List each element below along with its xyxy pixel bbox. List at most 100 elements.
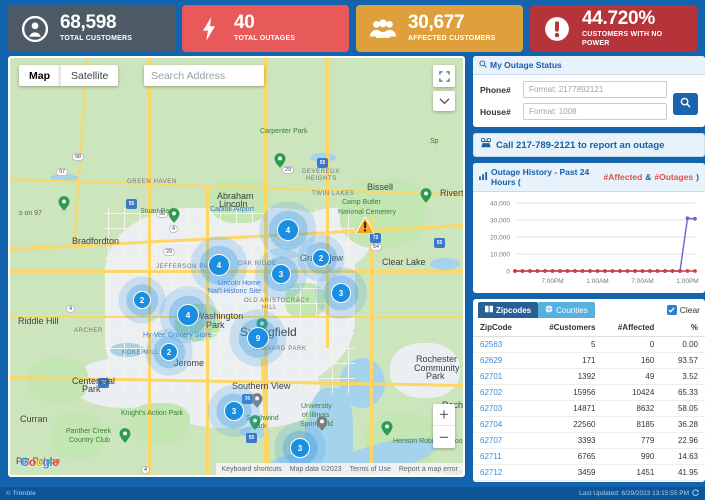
zipcode-table-panel: Zipcodes Counties Clear bbox=[473, 299, 705, 482]
clear-checkbox-wrap[interactable]: Clear bbox=[666, 305, 700, 315]
map-label: HEIGHTS bbox=[306, 176, 337, 182]
zipcode-link[interactable]: 62791 bbox=[473, 480, 532, 482]
map-label: Camp Butler bbox=[342, 199, 381, 206]
table-row[interactable]: 62707 3393 779 22.96 bbox=[473, 432, 705, 449]
house-field-row: House# Format: 1008 bbox=[480, 103, 667, 120]
table-column-header[interactable]: #Customers bbox=[531, 320, 603, 337]
table-cell: 8185 bbox=[602, 416, 662, 433]
outage-cluster-marker[interactable]: 2 bbox=[145, 328, 193, 376]
my-outage-status-panel: My Outage Status Phone# Format: 21778921… bbox=[473, 56, 705, 127]
table-row[interactable]: 62712 3459 1451 41.95 bbox=[473, 464, 705, 481]
last-updated-wrap: Last Updated: 6/29/2023 13:15:55 PM bbox=[579, 489, 699, 498]
kpi-total-outages[interactable]: 40 TOTAL OUTAGES bbox=[182, 5, 349, 52]
table-cell: 15956 bbox=[531, 384, 603, 401]
tab-zipcodes[interactable]: Zipcodes bbox=[478, 302, 539, 318]
table-row[interactable]: 62701 1392 49 3.52 bbox=[473, 368, 705, 385]
outage-cluster-marker[interactable]: 3 bbox=[315, 267, 367, 319]
zipcode-link[interactable]: 62712 bbox=[473, 464, 532, 481]
report-map-error-link[interactable]: Report a map error bbox=[398, 465, 458, 473]
table-row[interactable]: 62629 171 160 93.57 bbox=[473, 352, 705, 369]
table-column-header[interactable]: % bbox=[661, 320, 705, 337]
route-shield: 4 bbox=[141, 466, 151, 474]
map-zoom-controls[interactable]: + − bbox=[433, 404, 455, 448]
map-label: Henson Robinson Zoo bbox=[393, 438, 463, 445]
route-shield: 97 bbox=[56, 168, 69, 176]
outage-status-search-button[interactable] bbox=[673, 93, 698, 115]
fullscreen-icon[interactable] bbox=[433, 65, 455, 87]
outage-cluster-marker[interactable]: 9 bbox=[229, 309, 287, 367]
people-icon bbox=[366, 18, 400, 40]
tab-counties[interactable]: Counties bbox=[538, 302, 595, 318]
map-label: Park bbox=[426, 371, 445, 381]
terms-of-use-link[interactable]: Terms of Use bbox=[349, 465, 391, 473]
zipcode-link[interactable]: 62563 bbox=[473, 336, 532, 353]
outage-map[interactable]: 98979844292954445555725572365555Carpente… bbox=[8, 56, 465, 477]
kpi-affected-customers[interactable]: 30,677 AFFECTED CUSTOMERS bbox=[356, 5, 523, 52]
zipcode-link[interactable]: 62702 bbox=[473, 384, 532, 401]
outage-cluster-marker[interactable]: 3 bbox=[274, 422, 326, 474]
zipcode-link[interactable]: 62629 bbox=[473, 352, 532, 369]
outage-status-form: Phone# Format: 2177892121 House# Format:… bbox=[473, 75, 705, 127]
table-row[interactable]: 62711 6765 990 14.63 bbox=[473, 448, 705, 465]
outage-cluster-marker[interactable]: 4 bbox=[190, 236, 248, 294]
table-cell: 160 bbox=[602, 352, 662, 369]
table-cell: 22.96 bbox=[661, 432, 705, 449]
kpi-total-customers[interactable]: 68,598 TOTAL CUSTOMERS bbox=[8, 5, 175, 52]
kpi-customers-no-power[interactable]: 44.720% CUSTOMERS WITH NO POWER bbox=[530, 5, 697, 52]
table-cell: 990 bbox=[602, 448, 662, 465]
zipcode-link[interactable]: 62703 bbox=[473, 400, 532, 417]
map-type-map[interactable]: Map bbox=[19, 65, 60, 86]
table-row[interactable]: 62704 22560 8185 36.28 bbox=[473, 416, 705, 433]
map-label: Southern View bbox=[232, 381, 291, 391]
table-column-header[interactable]: ZipCode bbox=[473, 320, 532, 337]
kpi-label: CUSTOMERS WITH NO POWER bbox=[582, 30, 663, 47]
clear-label: Clear bbox=[679, 305, 700, 315]
map-search-input[interactable]: Search Address bbox=[144, 65, 264, 86]
house-label: House# bbox=[480, 106, 511, 117]
route-shield: 4 bbox=[66, 305, 76, 313]
keyboard-shortcuts-link[interactable]: Keyboard shortcuts bbox=[221, 465, 282, 473]
map-canvas[interactable]: 98979844292954445555725572365555Carpente… bbox=[10, 58, 463, 475]
outage-cluster-marker[interactable]: 4 bbox=[259, 201, 317, 259]
table-row[interactable]: 62702 15956 10424 65.33 bbox=[473, 384, 705, 401]
map-label: Carpenter Park bbox=[260, 128, 308, 135]
svg-text:1:00AM: 1:00AM bbox=[586, 278, 608, 285]
table-cell: 1 bbox=[531, 480, 603, 482]
table-cell: 22560 bbox=[531, 416, 603, 433]
outage-cluster-marker[interactable]: 4 bbox=[159, 286, 217, 344]
zoom-out-button[interactable]: − bbox=[439, 427, 449, 447]
outage-cluster-marker[interactable]: 2 bbox=[118, 276, 166, 324]
map-pin bbox=[119, 428, 131, 448]
interstate-shield: 55 bbox=[246, 433, 257, 443]
map-type-switch[interactable]: Map Satellite bbox=[19, 65, 119, 86]
outage-cluster-marker[interactable]: 3 bbox=[208, 385, 260, 437]
zipcode-link[interactable]: 62701 bbox=[473, 368, 532, 385]
outage-cluster-marker[interactable]: 2 bbox=[297, 234, 345, 282]
house-input[interactable]: Format: 1008 bbox=[523, 103, 667, 120]
zipcode-link[interactable]: 62707 bbox=[473, 432, 532, 449]
table-row[interactable]: 6279111100.00 bbox=[473, 480, 705, 482]
map-type-satellite[interactable]: Satellite bbox=[60, 65, 119, 86]
phone-input[interactable]: Format: 2177892121 bbox=[523, 81, 667, 98]
table-header-row: ZipCode #Customers #Affected% bbox=[473, 320, 705, 337]
refresh-icon[interactable] bbox=[692, 489, 699, 498]
zipcode-link[interactable]: 62704 bbox=[473, 416, 532, 433]
dashboard-body: 98979844292954445555725572365555Carpente… bbox=[0, 56, 705, 482]
outage-history-panel: Outage History - Past 24 Hours (#Affecte… bbox=[473, 163, 705, 293]
map-label: Sp bbox=[430, 138, 439, 145]
table-row[interactable]: 62703 14871 8632 58.05 bbox=[473, 400, 705, 417]
call-to-report-banner[interactable]: Call 217-789-2121 to report an outage bbox=[473, 133, 705, 157]
table-column-header[interactable]: #Affected bbox=[602, 320, 662, 337]
kpi-value: 68,598 bbox=[60, 12, 117, 34]
outage-cluster-marker[interactable]: 3 bbox=[255, 248, 307, 300]
svg-text:0: 0 bbox=[506, 269, 510, 276]
zipcode-link[interactable]: 62711 bbox=[473, 448, 532, 465]
clear-checkbox[interactable] bbox=[666, 305, 677, 315]
map-label: Southwind bbox=[246, 415, 279, 422]
outage-history-chart[interactable]: 0 10,000 20,000 30,000 40,000 7:00PM 1:00AM 7:0… bbox=[473, 192, 705, 293]
table-cell: 36.28 bbox=[661, 416, 705, 433]
chevron-down-icon[interactable] bbox=[433, 91, 455, 111]
table-row[interactable]: 62563 5 0 0.00 bbox=[473, 336, 705, 353]
table-cell: 3459 bbox=[531, 464, 603, 481]
zoom-in-button[interactable]: + bbox=[433, 404, 455, 426]
